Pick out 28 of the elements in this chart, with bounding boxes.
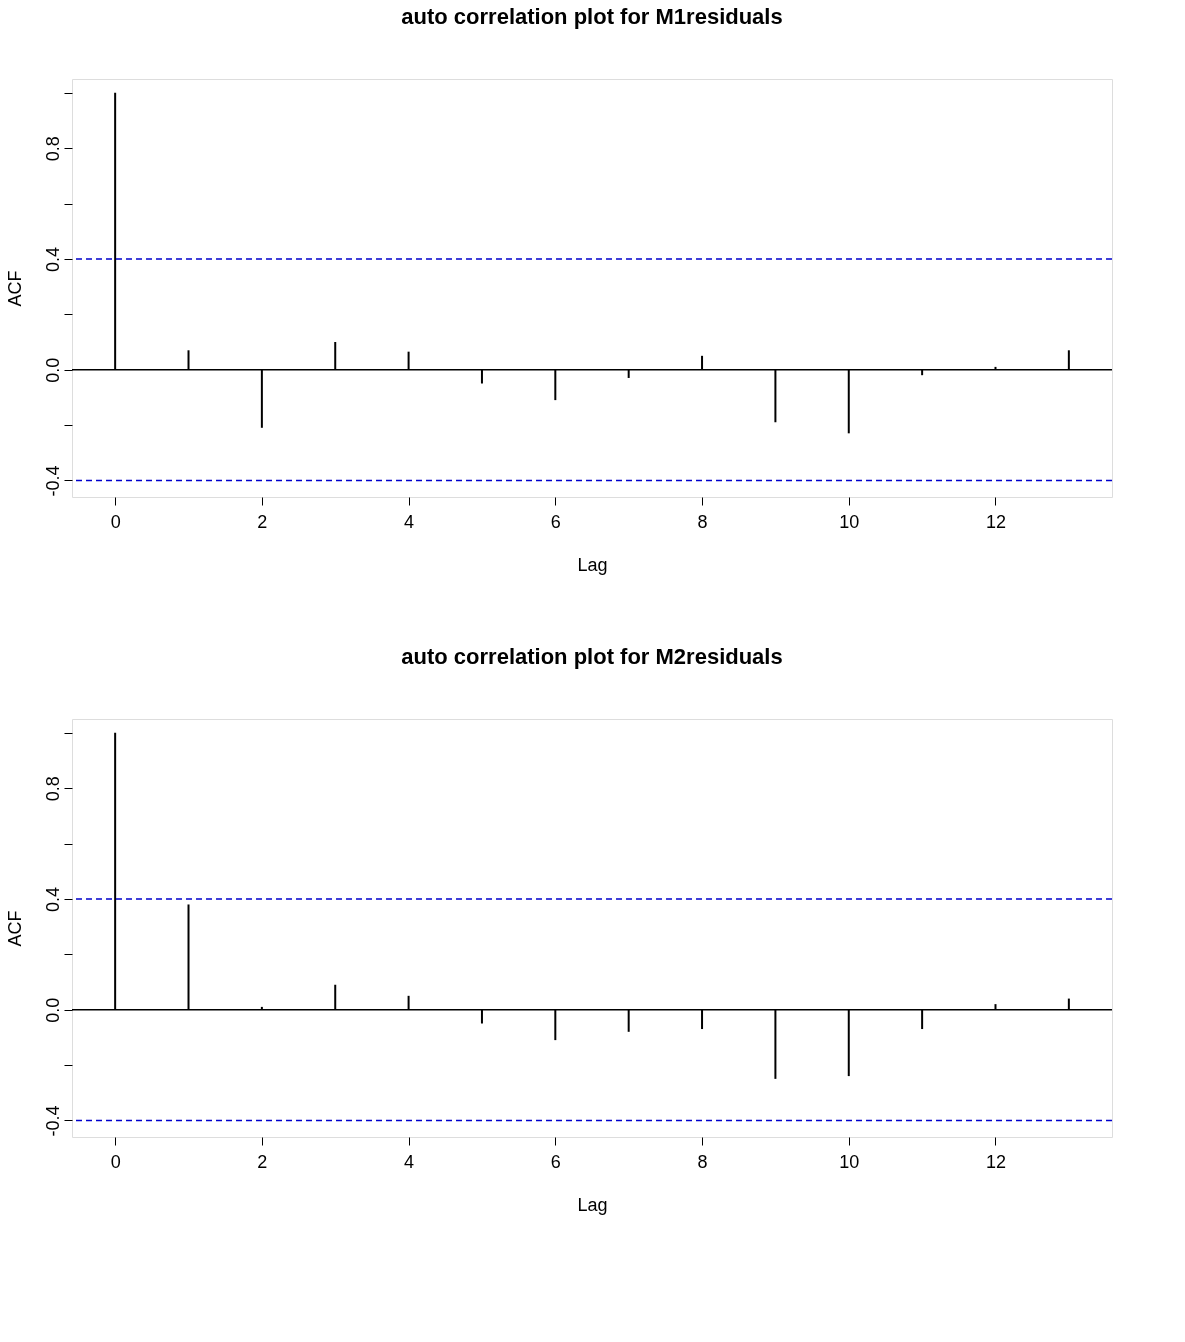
y-axis-title: ACF <box>4 270 25 307</box>
y-tick-label: 0.8 <box>42 136 63 162</box>
chart-title: auto correlation plot for M1residuals <box>401 4 783 29</box>
y-tick-label: 0.0 <box>42 357 63 383</box>
x-tick-label: 2 <box>257 1151 268 1172</box>
x-tick-label: 4 <box>404 1151 415 1172</box>
x-tick-label: 0 <box>110 511 121 532</box>
x-axis-title: Lag <box>577 1194 608 1215</box>
x-tick-label: 10 <box>839 511 860 532</box>
chart-title: auto correlation plot for M2residuals <box>401 644 783 669</box>
x-tick-label: 4 <box>404 511 415 532</box>
y-tick-label: 0.8 <box>42 776 63 802</box>
x-tick-label: 8 <box>697 1151 708 1172</box>
x-tick-label: 12 <box>985 511 1007 532</box>
x-tick-label: 6 <box>550 511 561 532</box>
x-tick-label: 0 <box>110 1151 121 1172</box>
x-tick-label: 12 <box>985 1151 1007 1172</box>
y-tick-label: -0.4 <box>42 465 63 497</box>
y-tick-label: 0.4 <box>42 246 63 272</box>
y-axis-title: ACF <box>4 910 25 947</box>
x-tick-label: 2 <box>257 511 268 532</box>
x-tick-label: 6 <box>550 1151 561 1172</box>
y-tick-label: 0.4 <box>42 886 63 912</box>
x-tick-label: 10 <box>839 1151 860 1172</box>
x-axis-title: Lag <box>577 554 608 575</box>
y-tick-label: 0.0 <box>42 997 63 1023</box>
x-tick-label: 8 <box>697 511 708 532</box>
y-tick-label: -0.4 <box>42 1105 63 1137</box>
